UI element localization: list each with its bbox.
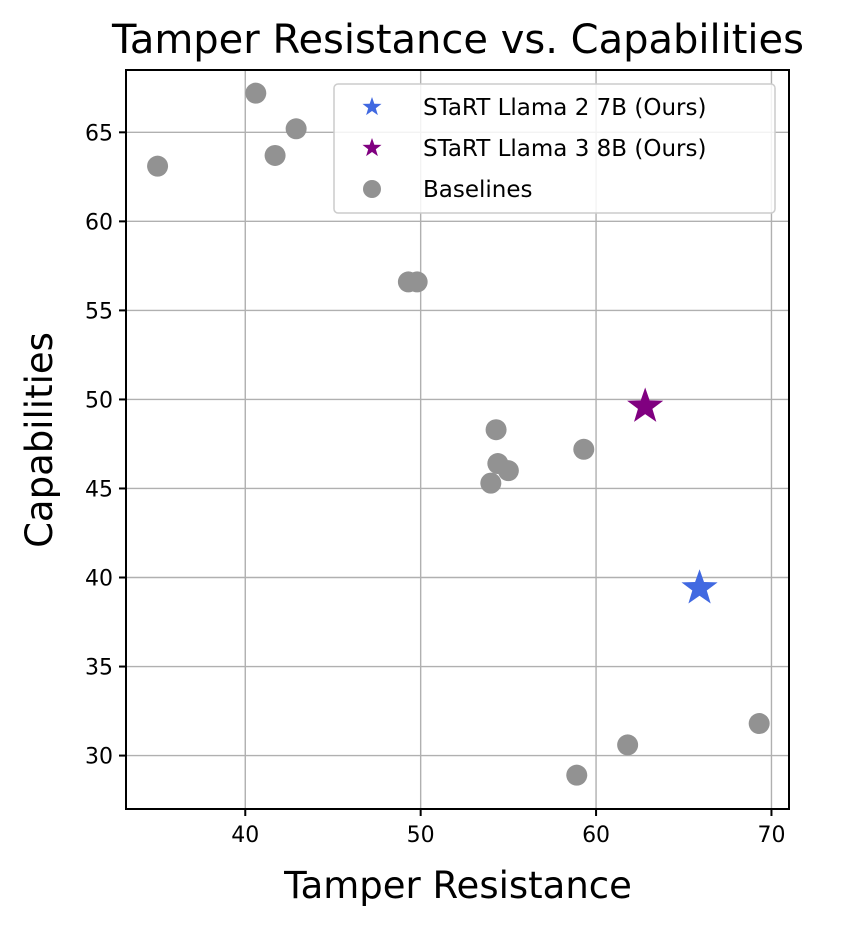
legend-marker <box>362 97 382 116</box>
plot-frame <box>125 69 790 810</box>
x-tick-label: 60 <box>582 823 610 848</box>
data-point-baseline <box>485 419 507 441</box>
data-point-baseline <box>497 460 519 482</box>
chart-title: Tamper Resistance vs. Capabilities <box>111 17 804 63</box>
y-tick-label: 60 <box>85 210 113 235</box>
legend-box <box>333 83 776 214</box>
y-axis-label: Capabilities <box>18 332 61 548</box>
data-point-baseline <box>245 82 267 104</box>
y-tick-label: 40 <box>85 567 113 592</box>
data-point-star <box>681 569 718 604</box>
data-point-baseline <box>573 438 595 460</box>
data-point-baseline <box>748 713 770 735</box>
y-tick-label: 45 <box>85 477 113 502</box>
y-tick-label: 35 <box>85 656 113 681</box>
legend-label: STaRT Llama 2 7B (Ours) <box>423 95 706 121</box>
axis-ticks: 40 50 60 70 30 35 40 45 50 55 60 65 <box>85 121 785 848</box>
x-tick-label: 40 <box>231 823 259 848</box>
data-point-star <box>627 387 664 422</box>
legend-label: Baselines <box>423 177 533 203</box>
legend: STaRT Llama 2 7B (Ours) STaRT Llama 3 8B … <box>333 83 776 214</box>
data-point-baseline <box>566 764 588 786</box>
data-point-baseline <box>480 472 502 494</box>
data-point-baseline <box>406 271 428 293</box>
x-tick-label: 70 <box>757 823 785 848</box>
data-point-baseline <box>264 144 286 166</box>
y-tick-label: 55 <box>85 299 113 324</box>
y-tick-label: 30 <box>85 745 113 770</box>
legend-marker <box>363 180 381 198</box>
x-axis-label: Tamper Resistance <box>283 864 632 907</box>
data-points <box>147 82 770 786</box>
data-point-baseline <box>147 155 169 177</box>
legend-marker <box>362 138 382 157</box>
data-point-baseline <box>617 734 639 756</box>
x-tick-label: 50 <box>407 823 435 848</box>
data-point-baseline <box>285 118 307 140</box>
y-tick-label: 65 <box>85 121 113 146</box>
legend-label: STaRT Llama 3 8B (Ours) <box>423 136 706 162</box>
y-tick-label: 50 <box>85 388 113 413</box>
